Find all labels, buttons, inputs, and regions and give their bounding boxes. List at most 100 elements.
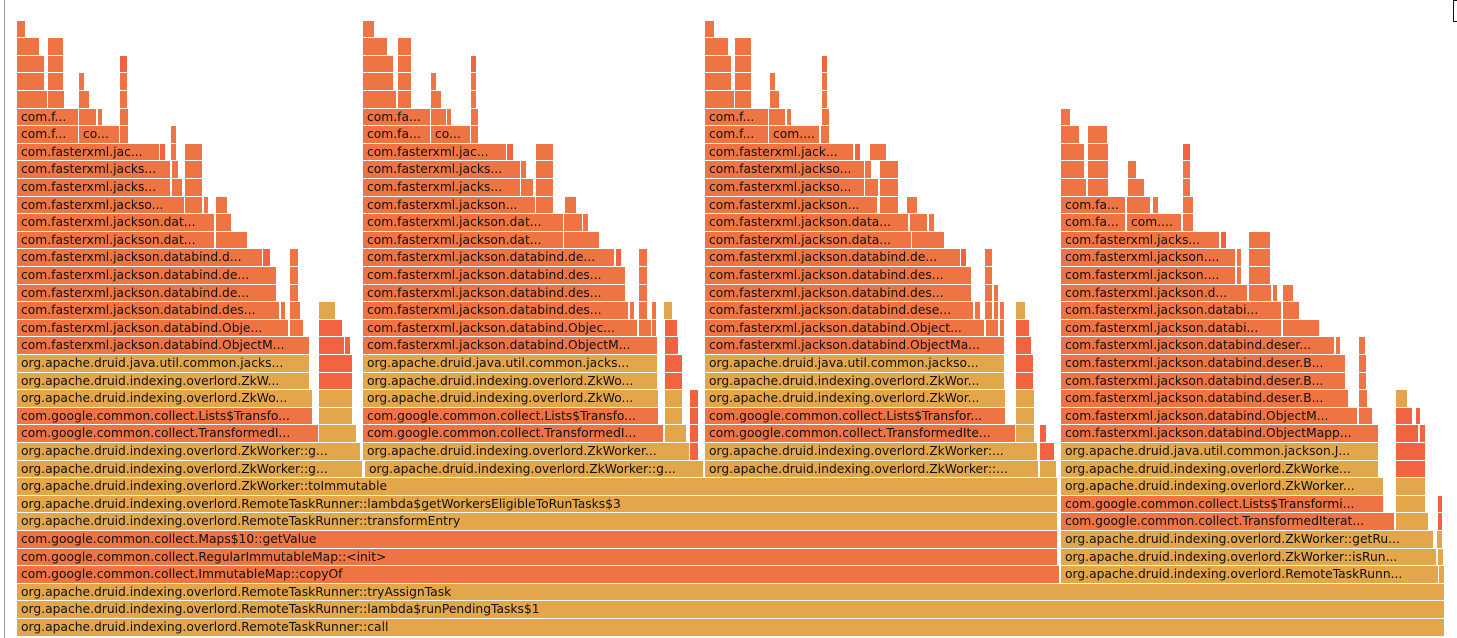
flame-frame[interactable]: co... (79, 126, 119, 143)
flame-frame[interactable] (1396, 513, 1428, 530)
flame-frame[interactable]: com.fasterxml.jackson.databind.de... (363, 249, 614, 266)
flame-frame[interactable] (870, 143, 886, 161)
flame-frame[interactable] (1283, 319, 1319, 337)
flame-frame[interactable] (665, 355, 682, 372)
flame-frame[interactable] (1396, 478, 1425, 495)
flame-frame[interactable] (664, 302, 672, 319)
flame-frame[interactable] (17, 55, 44, 73)
flame-frame[interactable] (120, 108, 128, 126)
flame-frame[interactable] (769, 108, 785, 126)
flame-frame[interactable] (690, 407, 698, 425)
flame-frame[interactable]: org.apache.druid.indexing.overlord.ZkWor… (363, 443, 689, 460)
flame-frame[interactable] (855, 143, 860, 161)
flame-frame[interactable] (319, 302, 335, 319)
flame-frame[interactable]: com.fasterxml.jackson.databind.des... (363, 267, 625, 284)
flame-frame[interactable] (1396, 407, 1412, 425)
flame-frame[interactable] (1061, 179, 1086, 196)
flame-frame[interactable]: com.fasterxml.jackson.databind.ObjectMa.… (705, 337, 1004, 354)
flame-frame[interactable] (290, 302, 300, 319)
flame-frame[interactable] (319, 337, 344, 354)
flame-frame[interactable] (1061, 161, 1084, 178)
flame-frame[interactable]: com.fasterxml.jackson.data... (705, 214, 908, 231)
flame-frame[interactable]: com.fasterxml.jackson.databi... (1061, 302, 1281, 319)
flame-frame[interactable] (319, 425, 356, 442)
flame-frame[interactable] (48, 73, 63, 90)
flame-frame[interactable] (319, 407, 352, 425)
flame-frame[interactable] (735, 38, 751, 55)
flame-frame[interactable]: org.apache.druid.indexing.overlord.ZkWor… (1061, 548, 1436, 566)
flame-frame[interactable] (536, 161, 553, 178)
flame-frame[interactable]: com.google.common.collect.Lists$Transfo.… (363, 407, 658, 425)
flame-frame[interactable] (1359, 372, 1366, 390)
flame-frame[interactable] (929, 214, 934, 231)
flame-frame[interactable] (880, 161, 898, 178)
flame-frame[interactable] (1359, 355, 1366, 372)
flame-frame[interactable]: com.f... (17, 108, 78, 126)
flame-frame[interactable] (447, 108, 451, 126)
flame-frame[interactable] (79, 73, 84, 90)
flame-frame[interactable] (1237, 249, 1241, 266)
flame-frame[interactable]: com.f... (705, 126, 768, 143)
flame-frame[interactable] (471, 108, 478, 126)
flame-frame[interactable] (1153, 196, 1158, 214)
flame-frame[interactable]: com.fasterxml.jackson.databind.de... (705, 249, 960, 266)
flame-frame[interactable]: com.fa... (1061, 196, 1125, 214)
flame-frame[interactable]: com.google.common.collect.Lists$Transfo.… (17, 407, 312, 425)
flame-frame[interactable] (822, 55, 827, 73)
flame-frame[interactable] (1040, 425, 1046, 442)
flame-frame[interactable] (363, 38, 387, 55)
flame-frame[interactable] (1359, 337, 1365, 354)
flame-frame[interactable] (735, 55, 751, 73)
flame-frame[interactable] (639, 302, 647, 319)
flame-frame[interactable]: com.fasterxml.jackson.databind.deser... (1061, 337, 1334, 354)
flame-frame[interactable] (1396, 495, 1425, 513)
flame-frame[interactable]: org.apache.druid.indexing.overlord.ZkWor… (705, 443, 1037, 460)
flame-frame[interactable]: org.apache.druid.indexing.overlord.Remot… (1061, 566, 1438, 583)
flame-frame[interactable]: org.apache.druid.indexing.overlord.ZkWor… (1061, 531, 1433, 548)
flame-frame[interactable] (994, 284, 998, 302)
flame-frame[interactable] (185, 179, 202, 196)
flame-frame[interactable] (616, 249, 621, 266)
flame-frame[interactable]: org.apache.druid.indexing.overlord.ZkWor… (17, 478, 1057, 495)
flame-frame[interactable] (1336, 337, 1340, 354)
flame-frame[interactable]: com.fasterxml.jack... (705, 143, 853, 161)
flame-frame[interactable] (1437, 531, 1442, 548)
flame-frame[interactable]: com.fasterxml.jackson.databind.deser.B..… (1061, 390, 1348, 407)
flame-frame[interactable]: com.fasterxml.jackson... (705, 196, 877, 214)
flame-frame[interactable]: org.apache.druid.indexing.overlord.ZkW..… (17, 372, 309, 390)
flame-frame[interactable] (48, 55, 63, 73)
flame-frame[interactable] (639, 319, 651, 337)
flame-frame[interactable] (120, 55, 127, 73)
flame-frame[interactable] (1016, 355, 1033, 372)
flame-frame[interactable]: org.apache.druid.java.util.common.jacks.… (363, 355, 657, 372)
flame-frame[interactable]: com.fasterxml.jackso... (705, 161, 864, 178)
flame-frame[interactable]: com.... (1127, 214, 1181, 231)
flame-frame[interactable]: com.fasterxml.jackson.databind.des... (17, 302, 279, 319)
flame-frame[interactable]: com.google.common.collect.RegularImmutab… (17, 548, 1057, 566)
flame-frame[interactable] (98, 108, 102, 126)
flame-frame[interactable]: com.f... (705, 108, 768, 126)
flame-frame[interactable] (865, 179, 878, 196)
flame-frame[interactable]: com.fasterxml.jackson.databind.ObjectM..… (363, 337, 657, 354)
flame-frame[interactable] (1396, 390, 1407, 407)
flame-frame[interactable] (1016, 372, 1033, 390)
flame-frame[interactable] (705, 91, 734, 108)
flame-frame[interactable] (564, 214, 582, 231)
flame-frame[interactable]: org.apache.druid.indexing.overlord.ZkWor… (705, 372, 1004, 390)
flame-frame[interactable] (705, 55, 731, 73)
flame-frame[interactable] (1016, 337, 1031, 354)
flame-frame[interactable]: org.apache.druid.indexing.overlord.Remot… (17, 619, 1444, 636)
flame-frame[interactable] (1249, 249, 1270, 266)
flame-frame[interactable] (521, 179, 533, 196)
flame-frame[interactable] (363, 91, 396, 108)
flame-frame[interactable] (1061, 143, 1084, 161)
flame-frame[interactable] (1249, 267, 1270, 284)
flame-frame[interactable]: org.apache.druid.indexing.overlord.ZkWor… (1061, 460, 1378, 478)
flame-frame[interactable] (1088, 126, 1107, 143)
flame-frame[interactable] (290, 249, 298, 266)
flame-frame[interactable]: com.fasterxml.jacks... (363, 161, 520, 178)
flame-frame[interactable] (690, 425, 698, 442)
flame-frame[interactable] (690, 443, 698, 460)
flame-frame[interactable] (17, 38, 39, 55)
flame-frame[interactable]: com.fasterxml.jackson.databind.ObjectMap… (1061, 425, 1378, 442)
